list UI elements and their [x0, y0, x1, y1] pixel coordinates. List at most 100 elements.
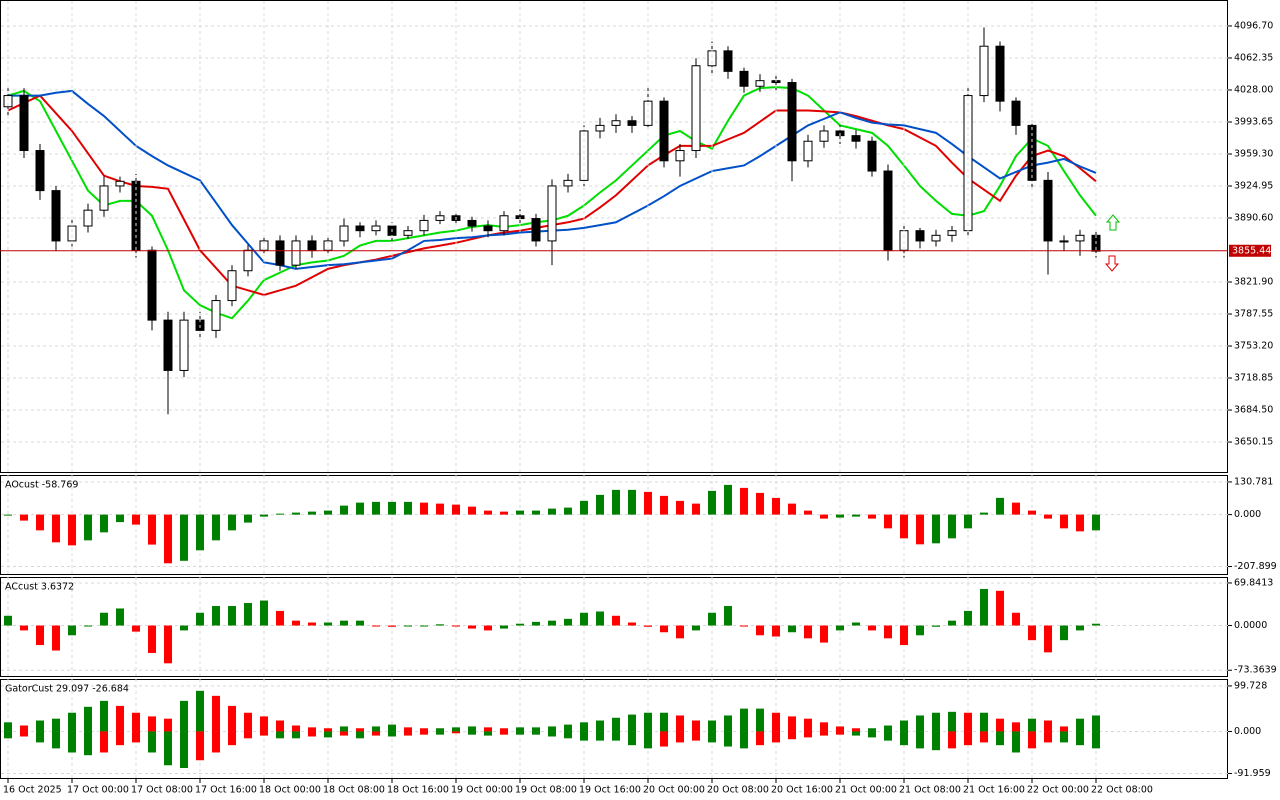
gator-bar: [1060, 726, 1068, 732]
histogram-bar: [404, 625, 412, 627]
candle-body: [659, 100, 669, 162]
histogram-bar: [836, 514, 844, 518]
histogram-bar: [932, 514, 940, 544]
histogram-bar: [1060, 514, 1068, 529]
gator-bar: [1044, 720, 1052, 732]
gator-bar: [340, 726, 348, 732]
gator-bar: [852, 731, 860, 736]
histogram-bar: [4, 615, 12, 626]
candle-body: [35, 150, 45, 192]
gator-bar: [468, 726, 476, 732]
histogram-bar: [356, 620, 364, 626]
histogram-bar: [372, 625, 380, 627]
gator-bar: [1028, 718, 1036, 732]
gator-bar: [1060, 731, 1068, 743]
y-tick-label: 4096.70: [1234, 20, 1273, 31]
y-tick-label: -207.899: [1234, 561, 1277, 572]
gator-bar: [100, 731, 108, 753]
histogram-bar: [692, 625, 700, 631]
histogram-bar: [468, 506, 476, 515]
gator-bar: [676, 731, 684, 743]
histogram-bar: [324, 510, 332, 515]
gator-bar: [1012, 722, 1020, 732]
gator-bar: [1092, 731, 1100, 749]
gator-bar: [276, 720, 284, 732]
y-tick-label: 3924.95: [1234, 180, 1273, 191]
histogram-bar: [68, 625, 76, 636]
histogram-bar: [100, 514, 108, 533]
gator-bar: [148, 716, 156, 732]
gator-bar: [756, 708, 764, 732]
y-tick-label: 99.728: [1234, 680, 1267, 691]
gator-bar: [980, 731, 988, 743]
histogram-bar: [692, 503, 700, 515]
histogram-bar: [548, 508, 556, 515]
gator-bar: [916, 715, 924, 732]
candle-body: [67, 225, 77, 242]
histogram-bar: [916, 625, 924, 636]
histogram-bar: [1028, 625, 1036, 641]
candle-body: [499, 215, 509, 232]
candle-body: [179, 319, 189, 371]
gator-bar: [884, 731, 892, 741]
candle-body: [995, 45, 1005, 102]
gator-bar: [404, 731, 412, 736]
gator-bar: [324, 731, 332, 738]
gator-bar: [20, 731, 28, 737]
time-label: 18 Oct 00:00: [259, 785, 321, 796]
time-label: 18 Oct 16:00: [387, 785, 449, 796]
histogram-bar: [868, 625, 876, 631]
candle-body: [211, 300, 221, 331]
candle-body: [979, 45, 989, 97]
time-label: 17 Oct 00:00: [67, 785, 129, 796]
gator-bar: [244, 731, 252, 739]
gator-bar: [932, 712, 940, 732]
time-label: 22 Oct 08:00: [1091, 785, 1153, 796]
gator-bar: [596, 731, 604, 741]
y-tick-label: 3890.60: [1234, 213, 1273, 224]
histogram-bar: [724, 484, 732, 515]
histogram-bar: [612, 615, 620, 626]
gator-bar: [900, 720, 908, 732]
gator-bar: [436, 728, 444, 732]
gator-bar: [996, 718, 1004, 732]
histogram-bar: [884, 625, 892, 639]
y-tick-label: -91.959: [1234, 768, 1271, 779]
histogram-bar: [964, 514, 972, 529]
gator-bar: [52, 718, 60, 732]
candle-body: [867, 140, 877, 172]
histogram-bar: [708, 490, 716, 515]
histogram-bar: [468, 625, 476, 629]
histogram-bar: [740, 487, 748, 515]
gator-bar: [452, 727, 460, 732]
histogram-bar: [244, 602, 252, 626]
histogram-bar: [596, 494, 604, 515]
candle-body: [355, 225, 365, 232]
gator-bar: [260, 731, 268, 736]
histogram-bar: [372, 501, 380, 515]
gator-bar: [756, 731, 764, 746]
candle-body: [227, 270, 237, 302]
candle-body: [819, 130, 829, 142]
y-tick-label: 4028.00: [1234, 84, 1273, 95]
histogram-bar: [100, 612, 108, 626]
histogram-bar: [516, 510, 524, 515]
histogram-bar: [532, 621, 540, 626]
y-tick-label: 3718.85: [1234, 373, 1273, 384]
histogram-bar: [180, 625, 188, 631]
candle-body: [115, 180, 125, 187]
histogram-bar: [308, 511, 316, 515]
histogram-bar: [116, 514, 124, 523]
histogram-bar: [164, 625, 172, 664]
histogram-bar: [612, 489, 620, 515]
y-tick-label: 3650.15: [1234, 437, 1273, 448]
gator-bar: [1012, 731, 1020, 753]
gator-bar: [1044, 731, 1052, 743]
histogram-bar: [948, 514, 956, 539]
gator-bar: [964, 712, 972, 732]
gator-bar: [356, 728, 364, 732]
gator-bar: [420, 731, 428, 735]
gator-bar: [612, 717, 620, 732]
gator-bar: [132, 731, 140, 743]
